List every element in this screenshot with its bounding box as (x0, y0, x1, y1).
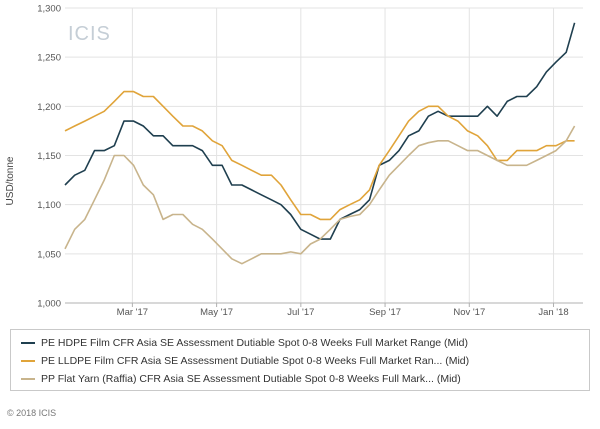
x-tick-label: May '17 (200, 307, 233, 318)
y-tick-label: 1,200 (37, 102, 61, 113)
y-tick-label: 1,150 (37, 151, 61, 162)
series-line-0[interactable] (64, 22, 576, 240)
legend-swatch-raffia (21, 378, 35, 380)
y-tick-label: 1,100 (37, 200, 61, 211)
legend-label-lldpe: PE LLDPE Film CFR Asia SE Assessment Dut… (41, 355, 470, 367)
legend-item-lldpe[interactable]: PE LLDPE Film CFR Asia SE Assessment Dut… (21, 352, 581, 370)
legend-swatch-hdpe (21, 342, 35, 344)
y-tick-label: 1,000 (37, 299, 61, 310)
line-chart: ICIS 1,000 1,050 1,100 1,150 1,200 1,250 1,300… (5, 4, 583, 318)
legend-swatch-lldpe (21, 360, 35, 362)
x-tick-label: Sep '17 (369, 307, 401, 318)
y-axis-title: USD/tonne (5, 156, 16, 205)
series-lines (64, 22, 576, 265)
x-tick-label: Jan '18 (538, 307, 568, 318)
y-axis-ticks: 1,000 1,050 1,100 1,150 1,200 1,250 1,300 (37, 4, 61, 310)
x-axis-ticks: Mar '17 May '17 Jul '17 Sep '17 Nov '17 Jan '… (117, 303, 569, 318)
y-tick-label: 1,050 (37, 249, 61, 260)
legend-label-hdpe: PE HDPE Film CFR Asia SE Assessment Duti… (41, 337, 468, 349)
y-tick-label: 1,300 (37, 4, 61, 15)
series-line-2[interactable] (64, 125, 576, 265)
copyright-text: © 2018 ICIS (7, 408, 57, 418)
x-tick-label: Mar '17 (117, 307, 148, 318)
legend: PE HDPE Film CFR Asia SE Assessment Duti… (10, 329, 590, 391)
x-tick-label: Jul '17 (287, 307, 314, 318)
series-line-1[interactable] (64, 90, 575, 221)
legend-item-hdpe[interactable]: PE HDPE Film CFR Asia SE Assessment Duti… (21, 334, 581, 352)
y-tick-label: 1,250 (37, 53, 61, 64)
legend-label-raffia: PP Flat Yarn (Raffia) CFR Asia SE Assess… (41, 373, 461, 385)
watermark-logo: ICIS (68, 23, 111, 45)
legend-item-raffia[interactable]: PP Flat Yarn (Raffia) CFR Asia SE Assess… (21, 370, 581, 388)
x-tick-label: Nov '17 (453, 307, 485, 318)
grid-lines (65, 7, 583, 304)
